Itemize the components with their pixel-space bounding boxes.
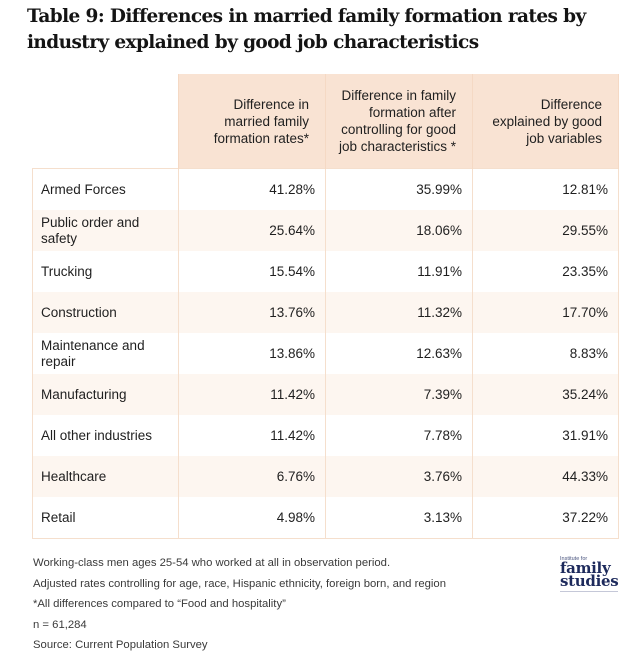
industry-cell: Manufacturing [32,374,179,415]
difference-controlled-cell: 12.63% [325,333,473,374]
difference-explained-cell: 17.70% [472,292,619,333]
table-row: Manufacturing 11.42% 7.39% 35.24% [32,374,619,415]
industry-cell: Healthcare [32,456,179,497]
industry-cell: Retail [32,497,179,539]
industry-cell: All other industries [32,415,179,456]
difference-explained-cell: 8.83% [472,333,619,374]
table-row: Retail 4.98% 3.13% 37.22% [32,497,619,539]
table-body: Armed Forces 41.28% 35.99% 12.81% Public ord… [32,168,619,539]
difference-explained-cell: 44.33% [472,456,619,497]
industry-cell: Trucking [32,251,179,292]
table-row: Construction 13.76% 11.32% 17.70% [32,292,619,333]
difference-explained-cell: 37.22% [472,497,619,539]
difference-controlled-cell: 3.76% [325,456,473,497]
ifs-logo: Institute for family studies [560,556,624,592]
difference-cell: 41.28% [178,168,326,210]
note-adjusted: Adjusted rates controlling for age, race… [33,577,446,590]
table-row: Armed Forces 41.28% 35.99% 12.81% [32,168,619,210]
difference-controlled-cell: 11.91% [325,251,473,292]
table-row: Maintenance and repair 13.86% 12.63% 8.83% [32,333,619,374]
industry-cell: Maintenance and repair [32,333,179,374]
header-difference-explained: Difference explained by good job variabl… [472,74,619,169]
table-title: Table 9: Differences in married family f… [27,6,586,53]
data-table: Difference in married family formation r… [32,74,619,539]
logo-family-text: family [560,559,611,577]
notes: Working-class men ages 25-54 who worked … [33,553,446,656]
note-sample: Working-class men ages 25-54 who worked … [33,557,391,569]
note-source: Source: Current Population Survey [33,639,208,651]
table-row: All other industries 11.42% 7.78% 31.91% [32,415,619,456]
note-sample-size: n = 61,284 [33,618,87,631]
table-row: Healthcare 6.76% 3.76% 44.33% [32,456,619,497]
difference-cell: 11.42% [178,415,326,456]
difference-controlled-cell: 3.13% [325,497,473,539]
difference-explained-cell: 29.55% [472,210,619,251]
difference-cell: 25.64% [178,210,326,251]
difference-cell: 6.76% [178,456,326,497]
logo-underline [560,591,618,592]
table-row: Public order and safety 25.64% 18.06% 29.55… [32,210,619,251]
header-difference: Difference in married family formation r… [178,74,326,169]
logo-studies-text: studies [560,572,619,590]
difference-cell: 15.54% [178,251,326,292]
industry-cell: Construction [32,292,179,333]
note-comparison: *All differences compared to “Food and h… [33,598,286,610]
table-row: Trucking 15.54% 11.91% 23.35% [32,251,619,292]
difference-cell: 11.42% [178,374,326,415]
header-difference-controlled: Difference in family formation after con… [325,74,473,169]
difference-controlled-cell: 7.39% [325,374,473,415]
difference-controlled-cell: 7.78% [325,415,473,456]
header-row: Difference in married family formation r… [32,74,619,169]
header-blank [32,74,179,169]
difference-cell: 13.86% [178,333,326,374]
difference-controlled-cell: 18.06% [325,210,473,251]
difference-explained-cell: 12.81% [472,168,619,210]
industry-cell: Armed Forces [32,168,179,210]
difference-controlled-cell: 11.32% [325,292,473,333]
difference-explained-cell: 35.24% [472,374,619,415]
difference-cell: 13.76% [178,292,326,333]
difference-controlled-cell: 35.99% [325,168,473,210]
difference-cell: 4.98% [178,497,326,539]
difference-explained-cell: 23.35% [472,251,619,292]
logo-institute-text: Institute for [560,556,588,562]
difference-explained-cell: 31.91% [472,415,619,456]
industry-cell: Public order and safety [32,210,179,251]
